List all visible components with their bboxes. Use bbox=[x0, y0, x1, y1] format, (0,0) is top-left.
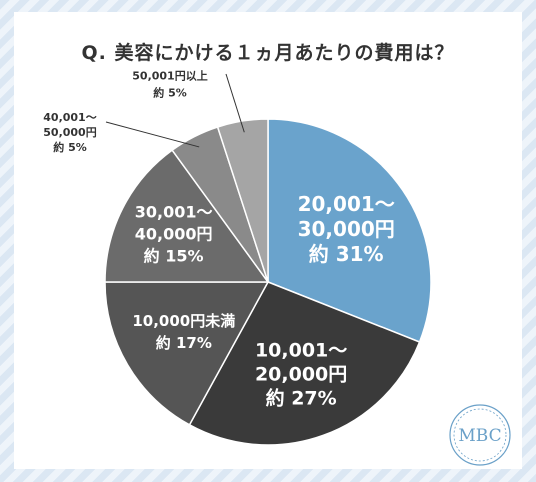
slice-label-line: 約 27% bbox=[266, 387, 337, 410]
pie-slice-3 bbox=[104, 281, 270, 426]
slice-label-4: 30,001～ 40,000円約 15% bbox=[135, 202, 213, 265]
pie-slices bbox=[104, 118, 432, 446]
pie-slice-4 bbox=[104, 149, 270, 283]
slice-label-line: 約 31% bbox=[309, 242, 384, 266]
slice-label-line: 10,000円未満 bbox=[132, 312, 235, 330]
chart-card: Q. 美容にかける１ヵ月あたりの費用は？ 20,001～ 30,000円約 31%… bbox=[14, 12, 522, 469]
slice-label-1: 20,001～ 30,000円約 31% bbox=[298, 192, 395, 266]
slice-label-line: 約 5% bbox=[153, 85, 187, 99]
slice-labels: 20,001～ 30,000円約 31%10,001～ 20,000円約 27%10… bbox=[43, 68, 395, 409]
slice-label-line: 約 5% bbox=[53, 140, 87, 154]
slice-label-line: 20,000円 bbox=[255, 364, 347, 386]
slice-label-line: 約 17% bbox=[156, 334, 212, 352]
logo-text: MBC bbox=[458, 426, 501, 446]
slice-label-line: 50,001円以上 bbox=[132, 68, 207, 82]
slice-label-5: 40,001～ 50,000円約 5% bbox=[43, 111, 96, 154]
slice-label-line: 20,001～ bbox=[298, 192, 395, 216]
slice-label-3: 10,000円未満約 17% bbox=[132, 312, 235, 352]
slice-label-line: 40,001～ bbox=[43, 111, 96, 124]
leader-line-5 bbox=[105, 121, 200, 148]
leader-line-6 bbox=[225, 73, 245, 133]
slice-label-2: 10,001～ 20,000円約 27% bbox=[255, 340, 347, 410]
leader-lines bbox=[105, 73, 245, 148]
slice-label-6: 50,001円以上約 5% bbox=[132, 68, 207, 99]
pie-slice-6 bbox=[216, 118, 269, 283]
slice-label-line: 10,001～ bbox=[255, 340, 347, 362]
pie-slice-2 bbox=[188, 281, 421, 446]
slice-label-line: 50,000円 bbox=[43, 126, 96, 139]
pie-slice-1 bbox=[267, 118, 432, 343]
slice-label-line: 40,000円 bbox=[135, 224, 213, 243]
slice-label-line: 30,001～ bbox=[135, 202, 213, 221]
pie-chart: 20,001～ 30,000円約 31%10,001～ 20,000円約 27%10… bbox=[43, 68, 432, 446]
title-wrap: Q. 美容にかける１ヵ月あたりの費用は？ bbox=[14, 38, 522, 66]
slice-label-line: 30,000円 bbox=[298, 217, 395, 241]
slice-label-line: 約 15% bbox=[144, 246, 204, 265]
chart-title: Q. 美容にかける１ヵ月あたりの費用は？ bbox=[75, 38, 461, 66]
mbc-logo: MBC bbox=[449, 404, 511, 466]
